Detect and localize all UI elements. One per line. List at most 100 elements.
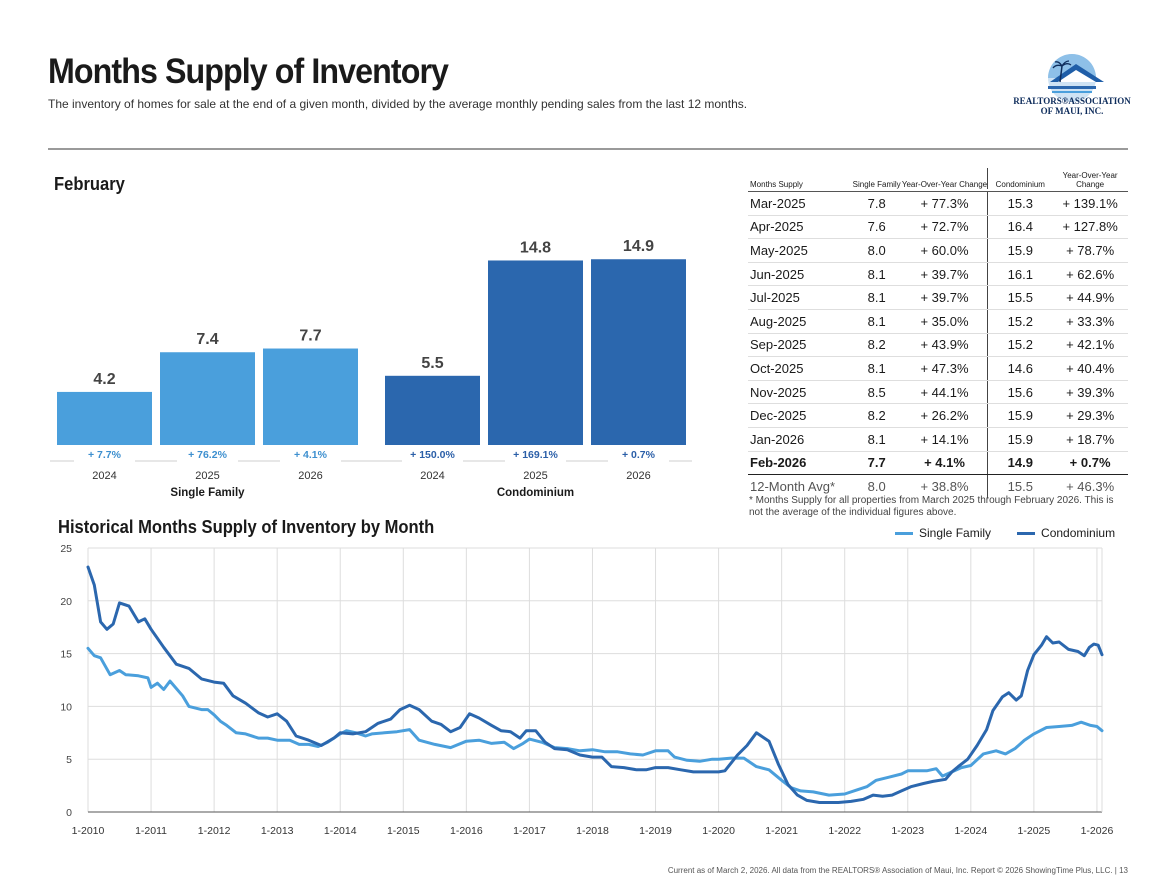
change-badge-label: + 169.1% (513, 449, 558, 461)
bar-value-label: 14.9 (623, 238, 654, 255)
table-cell: 8.1 (867, 360, 886, 376)
table-cell: 8.2 (867, 337, 886, 353)
table-row: Jan-2026 8.1 + 14.1% 15.9 + 18.7% (748, 427, 1128, 452)
table-cell: + 33.3% (1066, 313, 1115, 329)
table-cell: 14.6 (987, 357, 1052, 380)
table-cell: + 62.6% (1066, 266, 1115, 282)
x-tick-label: 1-2018 (576, 825, 609, 837)
page-footer: Current as of March 2, 2026. All data fr… (667, 866, 1128, 875)
table-cell: + 42.1% (1066, 337, 1115, 353)
table-cell: Jun-2025 (750, 266, 805, 282)
x-tick-label: 1-2012 (198, 825, 231, 837)
table-row: Oct-2025 8.1 + 47.3% 14.6 + 40.4% (748, 357, 1128, 381)
chart-legend: Single Family Condominium (895, 526, 1115, 540)
table-cell: + 39.7% (920, 290, 969, 306)
x-tick-label: 1-2021 (765, 825, 798, 837)
table-cell: + 46.3% (1066, 478, 1115, 494)
table-cell: + 35.0% (920, 313, 969, 329)
table-cell: Mar-2025 (750, 195, 806, 211)
bar-value-label: 5.5 (421, 355, 443, 372)
table-cell: 8.5 (867, 384, 886, 400)
table-row: Apr-2025 7.6 + 72.7% 16.4 + 127.8% (748, 215, 1128, 240)
house-logo-icon (1048, 54, 1104, 102)
table-cell: 8.1 (867, 431, 886, 447)
bar-condominium-2024 (385, 375, 480, 445)
series-line-condominium (86, 565, 1104, 804)
change-badge-label: + 0.7% (622, 449, 656, 461)
x-tick-label: 1-2024 (954, 825, 987, 837)
table-header-cell: Year-Over-Year Change (901, 180, 988, 189)
table-cell: Jan-2026 (750, 431, 805, 447)
table-cell: 15.9 (987, 404, 1052, 427)
table-cell: + 78.7% (1066, 242, 1115, 258)
bar-value-label: 7.7 (299, 328, 321, 345)
table-cell: 15.9 (987, 239, 1052, 262)
table-cell: + 127.8% (1062, 219, 1118, 235)
table-cell: Apr-2025 (750, 219, 804, 235)
bar-year-label: 2024 (420, 470, 444, 482)
table-cell: + 72.7% (920, 219, 969, 235)
bar-year-label: 2024 (92, 470, 116, 482)
table-cell: 8.1 (867, 266, 886, 282)
table-cell: + 60.0% (920, 242, 969, 258)
bar-value-label: 14.8 (520, 239, 551, 256)
table-header-cell: Condominium (987, 168, 1052, 189)
table-row: Jun-2025 8.1 + 39.7% 16.1 + 62.6% (748, 262, 1128, 287)
bar-condominium-2026 (591, 259, 686, 445)
table-row: Aug-2025 8.1 + 35.0% 15.2 + 33.3% (748, 309, 1128, 334)
table-cell: + 40.4% (1066, 360, 1115, 376)
table-cell: Feb-2026 (750, 455, 807, 471)
table-header-row: Months Supply Single Family Year-Over-Year… (748, 168, 1128, 192)
table-cell: 15.2 (987, 333, 1052, 357)
table-cell: 7.7 (867, 455, 886, 471)
x-tick-label: 1-2019 (639, 825, 672, 837)
bar-year-label: 2025 (195, 470, 219, 482)
change-badge (74, 445, 135, 462)
legend-label-single-family: Single Family (919, 526, 992, 540)
table-cell: + 29.3% (1066, 408, 1115, 424)
table-row: Dec-2025 8.2 + 26.2% 15.9 + 29.3% (748, 404, 1128, 428)
bar-single-family-2024 (57, 391, 152, 445)
table-row: Nov-2025 8.5 + 44.1% 15.6 + 39.3% (748, 380, 1128, 405)
y-tick-label: 5 (66, 754, 72, 766)
table-cell: Sep-2025 (750, 337, 807, 353)
table-cell: Oct-2025 (750, 360, 804, 376)
x-tick-label: 1-2020 (702, 825, 735, 837)
y-tick-label: 20 (60, 596, 72, 608)
y-tick-label: 10 (60, 701, 72, 713)
table-header-cell: Months Supply (750, 180, 803, 189)
table-row: May-2025 8.0 + 60.0% 15.9 + 78.7% (748, 239, 1128, 263)
table-cell: + 43.9% (920, 337, 969, 353)
table-cell: + 139.1% (1062, 195, 1118, 211)
x-tick-label: 1-2014 (324, 825, 357, 837)
table-cell: 15.9 (987, 427, 1052, 451)
x-tick-label: 1-2025 (1018, 825, 1051, 837)
change-badge (608, 445, 669, 462)
logo-text-line2: OF MAUI, INC. (1040, 106, 1104, 116)
bar-year-label: 2026 (298, 470, 322, 482)
table-cell: 8.1 (867, 313, 886, 329)
change-badge-label: + 150.0% (410, 449, 455, 461)
bar-year-label: 2026 (626, 470, 650, 482)
x-tick-label: 1-2016 (450, 825, 483, 837)
table-cell: Aug-2025 (750, 313, 807, 329)
bar-condominium-2025 (488, 260, 583, 445)
y-tick-label: 0 (66, 807, 72, 819)
table-cell: 7.8 (867, 195, 886, 211)
table-cell: Dec-2025 (750, 408, 807, 424)
legend-item-single-family: Single Family (895, 526, 991, 540)
table-cell: + 44.9% (1066, 290, 1115, 306)
table-row: Feb-2026 7.7 + 4.1% 14.9 + 0.7% (748, 451, 1128, 476)
table-cell: 15.5 (987, 286, 1052, 309)
table-cell: + 4.1% (924, 455, 965, 471)
table-cell: 15.2 (987, 309, 1052, 333)
bar-value-label: 4.2 (93, 371, 115, 388)
table-cell: 12-Month Avg* (750, 478, 836, 494)
x-tick-label: 1-2022 (828, 825, 861, 837)
change-badge (505, 445, 566, 462)
bar-single-family-2026 (263, 348, 358, 445)
bar-group-label: Condominium (497, 487, 574, 499)
change-badge (402, 445, 463, 462)
x-tick-label: 1-2010 (72, 825, 105, 837)
legend-swatch-single-family (895, 531, 913, 535)
